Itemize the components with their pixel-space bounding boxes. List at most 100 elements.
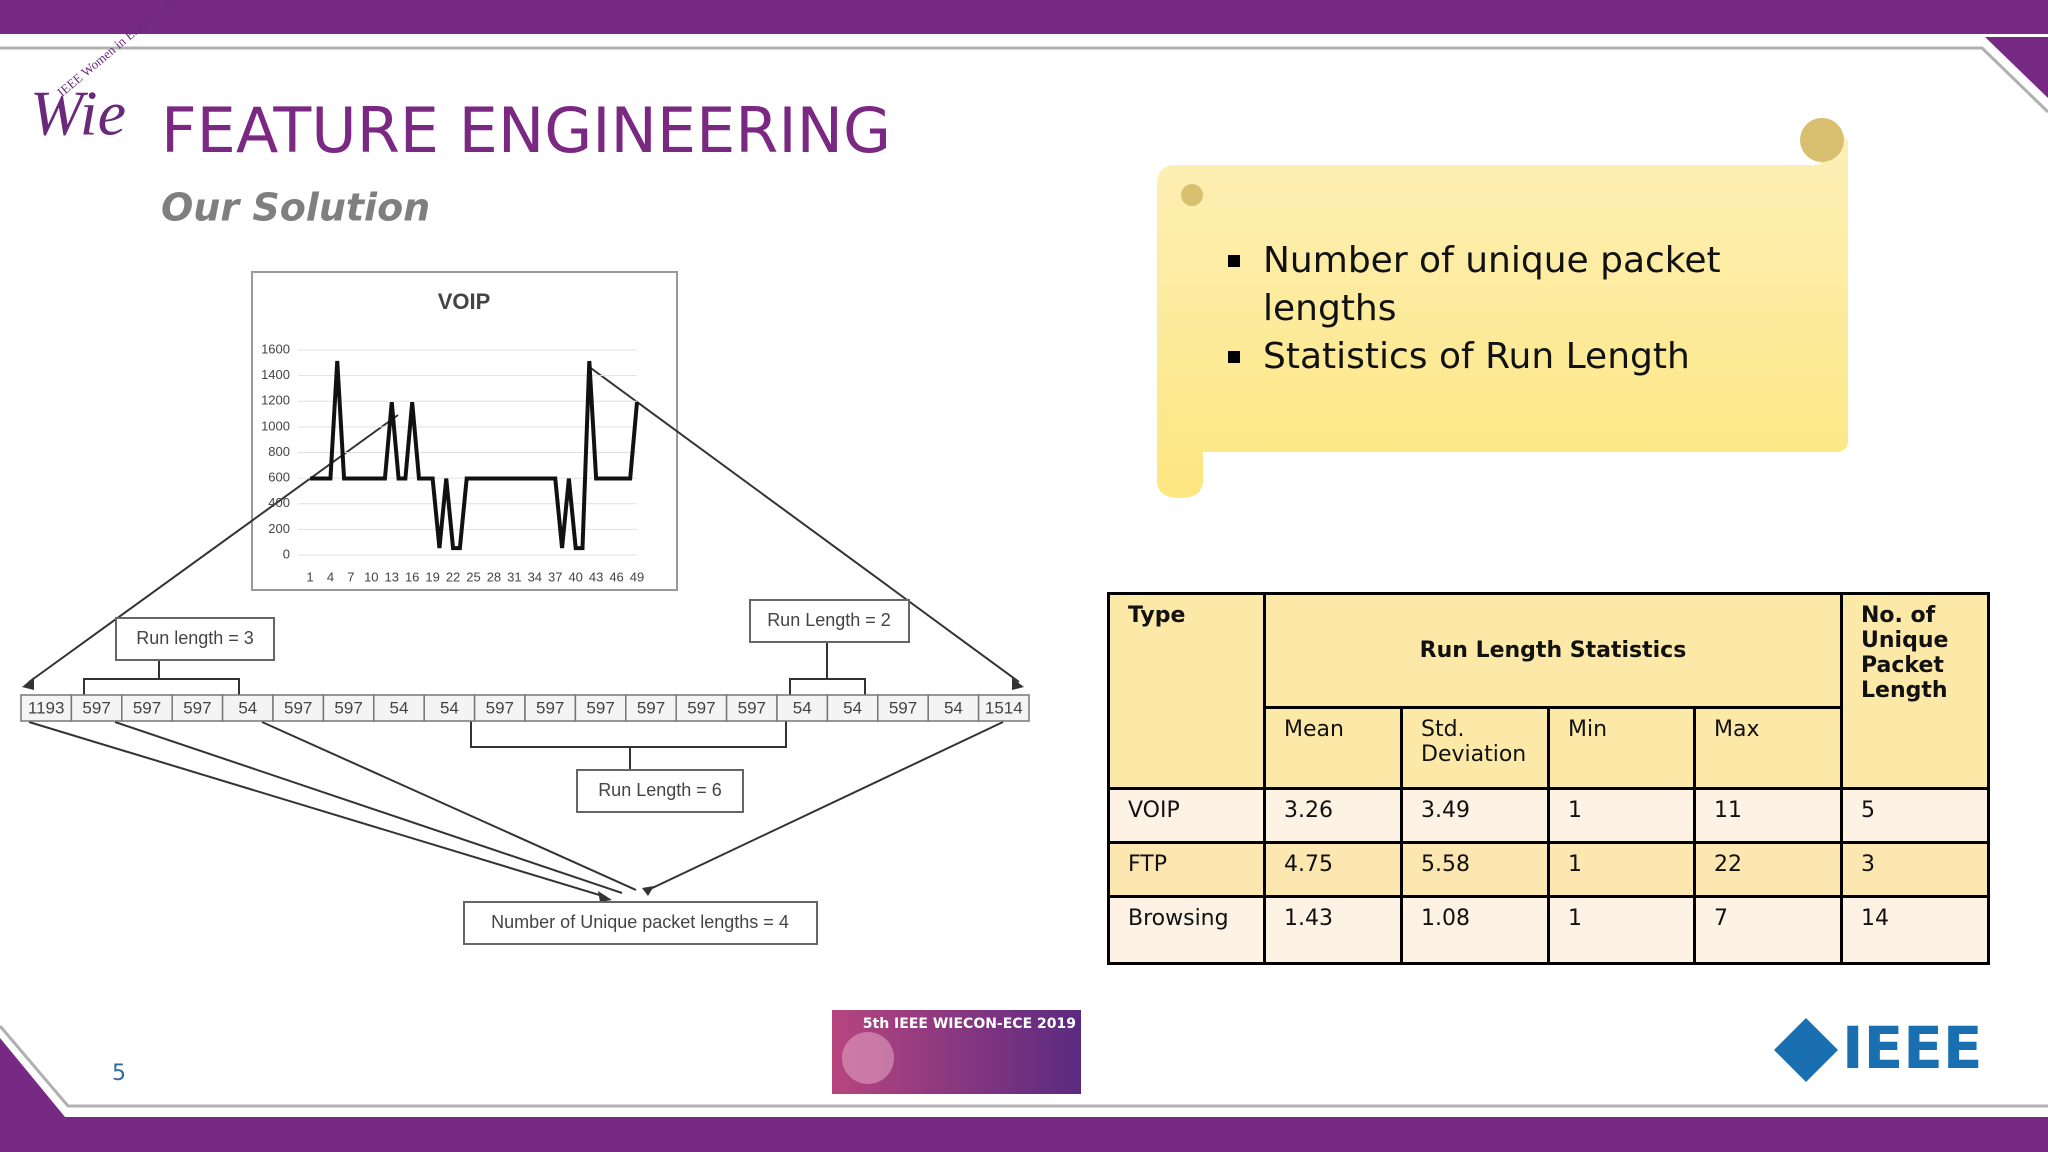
- table-cell: 1: [1547, 787, 1696, 844]
- packet-cell: [221, 694, 274, 722]
- y-tick-label: 400: [268, 495, 290, 510]
- subtitle: Our Solution: [161, 186, 430, 230]
- x-tick-label: 46: [609, 569, 623, 584]
- packet-value: 54: [238, 698, 257, 717]
- arrow-head: [598, 891, 612, 902]
- table-header: Type: [1107, 592, 1266, 790]
- scroll: [1157, 134, 1848, 498]
- table-cell: Max: [1693, 706, 1843, 790]
- packet-cell: [776, 694, 829, 722]
- label: Run length = 3: [136, 628, 254, 648]
- table-cell: Std. Deviation: [1400, 706, 1550, 790]
- packet-cell: [171, 694, 224, 722]
- packet-value: 597: [536, 698, 564, 717]
- table-cell: 1: [1547, 841, 1696, 898]
- packet-cell: [272, 694, 325, 722]
- y-tick-label: 200: [268, 521, 290, 536]
- x-tick-label: 13: [385, 569, 399, 584]
- table-cell: Min: [1547, 706, 1696, 790]
- bullet-text: Number of unique packet lengths: [1263, 240, 1721, 329]
- packet-value: 597: [738, 698, 766, 717]
- packet-value: 597: [133, 698, 161, 717]
- y-tick-label: 1000: [261, 418, 290, 433]
- packet-value: 1514: [985, 698, 1023, 717]
- x-tick-label: 22: [446, 569, 460, 584]
- packet-value: 597: [687, 698, 715, 717]
- packet-value: 597: [486, 698, 514, 717]
- label-box: [749, 599, 910, 643]
- bullet: [1228, 255, 1240, 267]
- diagram: VOIP Run length = 3 Run Length = 2 Run L…: [20, 271, 1030, 945]
- bullet-text: Statistics of Run Length: [1263, 336, 1690, 377]
- x-tick-label: 43: [589, 569, 603, 584]
- packet-value: 597: [586, 698, 614, 717]
- x-tick-label: 34: [528, 569, 542, 584]
- chart-title: VOIP: [438, 289, 491, 314]
- banner-emblem: [842, 1032, 894, 1084]
- y-tick-label: 1400: [261, 367, 290, 382]
- table-cell: 11: [1693, 787, 1843, 844]
- table-cell: 1.08: [1400, 895, 1550, 965]
- bracket: [789, 678, 866, 695]
- table-row: FTP 4.75 5.58 1 22 3: [1107, 841, 1990, 898]
- bracket: [470, 721, 787, 748]
- arrow-head: [1012, 678, 1024, 690]
- scroll-curl: [1800, 118, 1844, 162]
- arrow-head: [642, 886, 654, 896]
- y-tick-label: 1600: [261, 341, 290, 356]
- table-cell: 1: [1547, 895, 1696, 965]
- table-cell: VOIP: [1107, 787, 1266, 844]
- packet-cell: [423, 694, 476, 722]
- arrow: [114, 721, 623, 894]
- table-row: VOIP 3.26 3.49 1 11 5: [1107, 787, 1990, 844]
- table-cell: 7: [1693, 895, 1843, 965]
- x-tick-label: 28: [487, 569, 501, 584]
- y-tick-label: 1200: [261, 393, 290, 408]
- packet-value: 597: [889, 698, 917, 717]
- table-cell: FTP: [1107, 841, 1266, 898]
- frame-line: [0, 46, 2048, 114]
- packet-cell: [877, 694, 929, 722]
- label-box: [463, 901, 818, 945]
- table-cell: 5.58: [1400, 841, 1550, 898]
- table-cell: 3.49: [1400, 787, 1550, 844]
- table-header: No. of Unique Packet Length: [1840, 592, 1990, 790]
- arrow: [28, 414, 399, 683]
- packet-value: 54: [944, 698, 963, 717]
- logo-mark: Wie: [30, 78, 126, 149]
- packet-cell: [927, 694, 980, 722]
- x-tick-label: 49: [630, 569, 644, 584]
- y-tick-label: 800: [268, 444, 290, 459]
- x-tick-label: 16: [405, 569, 419, 584]
- chart-frame: [251, 271, 678, 591]
- table-cell: 1.43: [1263, 895, 1403, 965]
- packet-cell: [826, 694, 879, 722]
- table-cell: 22: [1693, 841, 1843, 898]
- table-cell: Mean: [1263, 706, 1403, 790]
- table-row: Browsing 1.43 1.08 1 7 14: [1107, 895, 1990, 965]
- x-tick-label: 31: [507, 569, 521, 584]
- title: FEATURE ENGINEERING: [161, 94, 891, 167]
- page-number: 5: [112, 1061, 126, 1086]
- packet-value: 597: [183, 698, 211, 717]
- x-tick-label: 1: [306, 569, 313, 584]
- label: Number of Unique packet lengths = 4: [491, 912, 789, 932]
- packet-value: 54: [793, 698, 812, 717]
- bullets: Number of unique packet lengths Statistics…: [1228, 240, 1721, 377]
- packet-value: 597: [82, 698, 110, 717]
- label: Run Length = 2: [767, 610, 891, 630]
- label-box: [115, 617, 275, 661]
- packet-value: 1193: [28, 698, 65, 717]
- arrow: [261, 721, 637, 891]
- frame-line: [0, 1025, 2048, 1108]
- x-tick-label: 37: [548, 569, 562, 584]
- y-tick-label: 0: [283, 546, 290, 561]
- ieee-logo: IEEE: [1842, 1014, 1982, 1082]
- label-box: [576, 769, 744, 813]
- x-tick-label: 7: [347, 569, 354, 584]
- packet-cell: [20, 694, 73, 722]
- arrow: [647, 721, 1004, 891]
- arrow-head: [22, 677, 34, 690]
- line: [310, 360, 639, 551]
